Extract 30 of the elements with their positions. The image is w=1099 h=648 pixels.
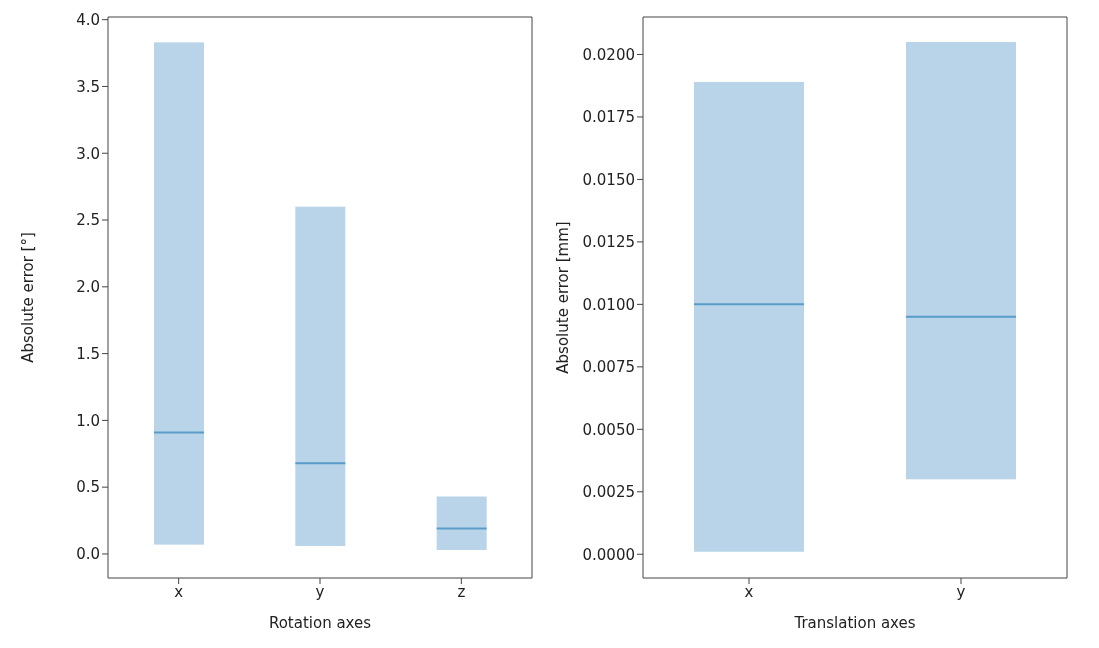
x-tick-label: x <box>744 582 754 601</box>
y-tick-label: 0.0050 <box>582 420 635 439</box>
y-axis-title: Absolute error [°] <box>19 232 38 363</box>
x-tick-label: y <box>315 582 325 601</box>
y-tick-label: 0.5 <box>76 478 100 497</box>
y-tick-label: 4.0 <box>76 11 100 29</box>
y-tick-label: 3.0 <box>76 144 100 163</box>
x-axis-title: Rotation axes <box>268 614 372 632</box>
y-tick-label: 1.0 <box>76 411 100 430</box>
y-tick-label: 0.0200 <box>582 45 635 64</box>
x-tick-label: z <box>457 582 466 601</box>
y-tick-label: 0.0100 <box>582 295 635 314</box>
y-tick-label: 0.0125 <box>582 233 635 252</box>
x-tick-label: x <box>174 582 184 601</box>
y-tick-label: 0.0150 <box>582 170 635 189</box>
y-tick-label: 0.0000 <box>582 545 635 564</box>
y-tick-label: 0.0075 <box>582 358 635 377</box>
x-axis-title: Translation axes <box>793 614 916 632</box>
y-tick-label: 0.0 <box>76 545 100 564</box>
y-tick-label: 1.5 <box>76 344 100 363</box>
y-tick-label: 2.5 <box>76 211 100 230</box>
bar <box>906 316 1016 480</box>
bar <box>694 304 804 552</box>
y-tick-label: 0.0175 <box>582 108 635 127</box>
y-axis-title: Absolute error [mm] <box>554 221 573 374</box>
y-tick-label: 2.0 <box>76 278 100 297</box>
x-tick-label: y <box>956 582 966 601</box>
bar <box>694 81 804 305</box>
y-tick-label: 0.0025 <box>582 483 635 502</box>
y-tick-label: 3.5 <box>76 77 100 96</box>
